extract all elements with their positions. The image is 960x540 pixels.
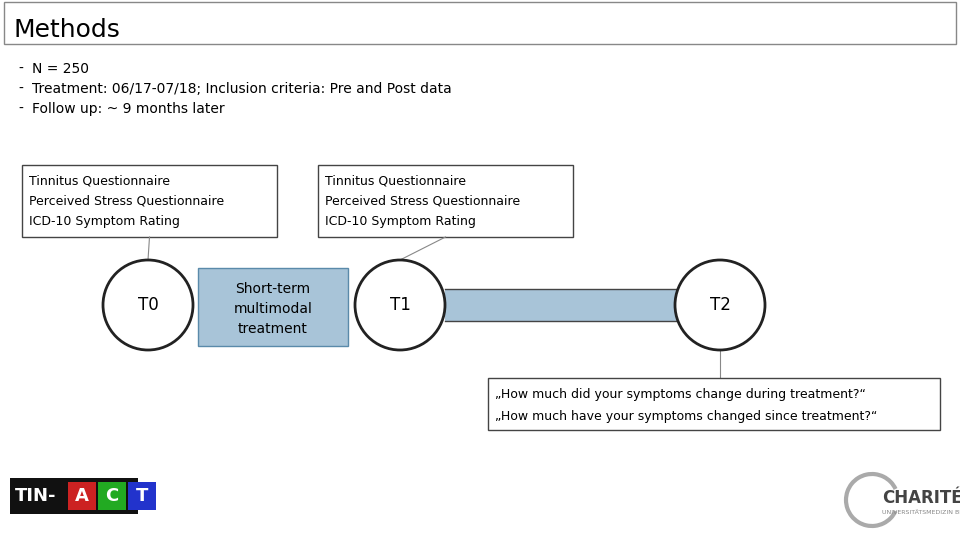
Text: CHARITÉ: CHARITÉ — [882, 489, 960, 507]
Ellipse shape — [355, 260, 445, 350]
Text: -: - — [18, 82, 23, 96]
FancyBboxPatch shape — [68, 482, 96, 510]
Text: UNIVERSITÄTSMEDIZIN BERLIN: UNIVERSITÄTSMEDIZIN BERLIN — [882, 510, 960, 516]
Text: ICD-10 Symptom Rating: ICD-10 Symptom Rating — [29, 215, 180, 228]
Text: TIN-: TIN- — [15, 487, 57, 505]
Ellipse shape — [103, 260, 193, 350]
Text: treatment: treatment — [238, 322, 308, 336]
FancyBboxPatch shape — [22, 165, 277, 237]
FancyBboxPatch shape — [318, 165, 573, 237]
Text: Perceived Stress Questionnaire: Perceived Stress Questionnaire — [325, 195, 520, 208]
FancyBboxPatch shape — [445, 289, 700, 321]
Polygon shape — [700, 285, 738, 325]
Text: „How much did your symptoms change during treatment?“: „How much did your symptoms change durin… — [495, 388, 866, 401]
Text: T1: T1 — [390, 296, 411, 314]
Text: Tinnitus Questionnaire: Tinnitus Questionnaire — [325, 175, 466, 188]
FancyBboxPatch shape — [488, 378, 940, 430]
Text: Tinnitus Questionnaire: Tinnitus Questionnaire — [29, 175, 170, 188]
FancyBboxPatch shape — [198, 268, 348, 346]
Text: Short-term: Short-term — [235, 282, 311, 296]
FancyBboxPatch shape — [10, 478, 138, 514]
Text: T0: T0 — [137, 296, 158, 314]
FancyBboxPatch shape — [128, 482, 156, 510]
Text: „How much have your symptoms changed since treatment?“: „How much have your symptoms changed sin… — [495, 410, 877, 423]
Text: -: - — [18, 102, 23, 116]
Text: A: A — [75, 487, 89, 505]
FancyBboxPatch shape — [4, 2, 956, 44]
Text: T: T — [135, 487, 148, 505]
Text: N = 250: N = 250 — [32, 62, 89, 76]
FancyBboxPatch shape — [98, 482, 126, 510]
Text: Follow up: ~ 9 months later: Follow up: ~ 9 months later — [32, 102, 225, 116]
Text: Methods: Methods — [14, 18, 121, 42]
Text: C: C — [106, 487, 119, 505]
Text: multimodal: multimodal — [233, 302, 312, 316]
Text: -: - — [18, 62, 23, 76]
Text: T2: T2 — [709, 296, 731, 314]
Ellipse shape — [675, 260, 765, 350]
Text: Treatment: 06/17-07/18; Inclusion criteria: Pre and Post data: Treatment: 06/17-07/18; Inclusion criter… — [32, 82, 452, 96]
Text: ICD-10 Symptom Rating: ICD-10 Symptom Rating — [325, 215, 476, 228]
Text: Perceived Stress Questionnaire: Perceived Stress Questionnaire — [29, 195, 224, 208]
